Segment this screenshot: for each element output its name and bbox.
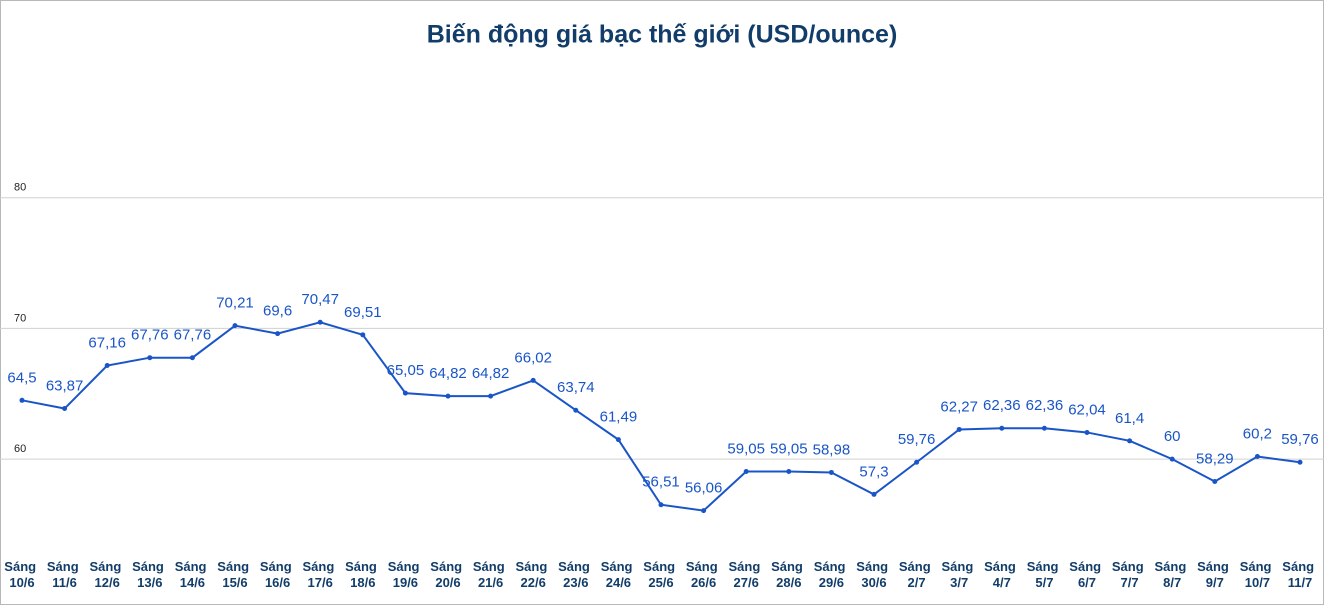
data-label: 58,98 [813, 441, 851, 458]
x-tick-label: Sáng 27/6 [728, 559, 763, 590]
data-label: 66,02 [514, 349, 552, 366]
x-tick-label: Sáng 20/6 [430, 559, 465, 590]
data-point [317, 319, 323, 325]
x-tick-label: Sáng 4/7 [984, 559, 1019, 590]
data-label: 69,6 [263, 303, 292, 320]
data-point [615, 437, 621, 443]
data-label: 64,5 [7, 369, 36, 386]
x-tick-label: Sáng 21/6 [473, 559, 508, 590]
x-tick-label: Sáng 13/6 [132, 559, 167, 590]
x-tick-label: Sáng 29/6 [814, 559, 849, 590]
data-label: 59,76 [1281, 431, 1319, 448]
data-label: 59,76 [898, 431, 936, 448]
data-label: 62,36 [1026, 397, 1064, 414]
data-label: 61,4 [1115, 410, 1144, 427]
x-tick-label: Sáng 24/6 [601, 559, 636, 590]
x-tick-label: Sáng 15/6 [217, 559, 252, 590]
data-point [701, 508, 707, 514]
data-label: 70,47 [301, 291, 339, 308]
data-point [147, 355, 153, 361]
data-point [62, 406, 68, 412]
data-point [488, 393, 494, 399]
x-tick-label: Sáng 16/6 [260, 559, 295, 590]
data-point [743, 469, 749, 475]
chart-title: Biến động giá bạc thế giới (USD/ounce) [427, 21, 898, 49]
data-label: 67,76 [131, 327, 169, 344]
data-point [1127, 438, 1133, 444]
x-tick-label: Sáng 25/6 [643, 559, 678, 590]
data-label: 67,76 [174, 327, 212, 344]
data-label: 65,05 [387, 362, 425, 379]
data-label: 62,27 [940, 398, 978, 415]
data-point [658, 502, 664, 508]
data-label: 58,29 [1196, 450, 1234, 467]
data-label: 57,3 [859, 463, 888, 480]
data-point [104, 363, 110, 369]
data-label: 62,36 [983, 397, 1021, 414]
x-tick-label: Sáng 26/6 [686, 559, 721, 590]
y-tick-label: 80 [14, 182, 26, 194]
x-tick-label: Sáng 22/6 [515, 559, 550, 590]
x-tick-label: Sáng 17/6 [302, 559, 337, 590]
data-label: 60,2 [1243, 425, 1272, 442]
x-tick-label: Sáng 23/6 [558, 559, 593, 590]
data-point [1084, 429, 1090, 435]
data-point [914, 459, 920, 465]
data-label: 69,51 [344, 304, 382, 321]
data-point [530, 377, 536, 383]
data-point [999, 425, 1005, 431]
data-point [275, 331, 281, 337]
x-tick-label: Sáng 12/6 [89, 559, 124, 590]
data-point [360, 332, 366, 338]
x-tick-label: Sáng 11/6 [47, 559, 82, 590]
data-label: 61,49 [600, 409, 638, 426]
data-label: 59,05 [770, 441, 808, 458]
x-tick-label: Sáng 28/6 [771, 559, 806, 590]
x-tick-label: Sáng 10/6 [4, 559, 39, 590]
x-tick-label: Sáng 9/7 [1197, 559, 1232, 590]
x-tick-label: Sáng 18/6 [345, 559, 380, 590]
data-label: 59,05 [727, 441, 765, 458]
data-label: 56,06 [685, 480, 723, 497]
x-tick-label: Sáng 5/7 [1027, 559, 1062, 590]
x-tick-label: Sáng 3/7 [941, 559, 976, 590]
x-tick-label: Sáng 10/7 [1240, 559, 1275, 590]
y-tick-label: 60 [14, 443, 26, 455]
x-tick-label: Sáng 30/6 [856, 559, 891, 590]
data-point [1169, 456, 1175, 462]
data-point [19, 397, 25, 403]
data-label: 63,87 [46, 378, 84, 395]
x-tick-label: Sáng 2/7 [899, 559, 934, 590]
data-label: 64,82 [472, 365, 510, 382]
data-point [871, 491, 877, 497]
data-point [828, 469, 834, 475]
data-point [232, 323, 238, 329]
data-label: 60 [1164, 428, 1181, 445]
data-point [956, 426, 962, 432]
data-label: 70,21 [216, 295, 254, 312]
y-tick-label: 70 [14, 312, 26, 324]
data-point [402, 390, 408, 396]
x-tick-label: Sáng 19/6 [388, 559, 423, 590]
data-label: 67,16 [88, 335, 126, 352]
x-tick-label: Sáng 7/7 [1112, 559, 1147, 590]
data-point [189, 355, 195, 361]
data-point [445, 393, 451, 399]
data-point [1297, 459, 1303, 465]
data-point [1254, 454, 1260, 460]
data-point [1041, 425, 1047, 431]
x-tick-label: Sáng 8/7 [1154, 559, 1189, 590]
data-label: 62,04 [1068, 401, 1106, 418]
data-point [786, 469, 792, 475]
x-tick-label: Sáng 14/6 [175, 559, 210, 590]
x-tick-label: Sáng 11/7 [1282, 559, 1317, 590]
data-label: 64,82 [429, 365, 467, 382]
data-label: 56,51 [642, 474, 680, 491]
data-point [1212, 478, 1218, 484]
data-label: 63,74 [557, 379, 595, 396]
x-tick-label: Sáng 6/7 [1069, 559, 1104, 590]
data-point [573, 407, 579, 413]
